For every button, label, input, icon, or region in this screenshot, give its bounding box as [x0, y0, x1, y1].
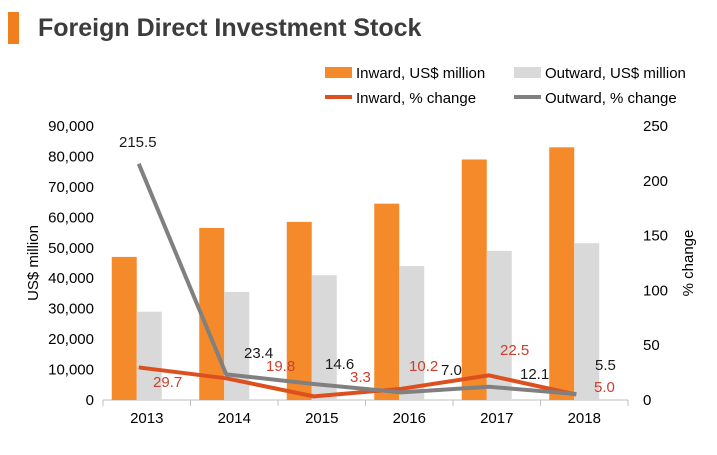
x-tick-label: 2014	[218, 410, 251, 427]
lines	[136, 163, 577, 399]
y-right-tick-label: 50	[643, 337, 660, 354]
outward-change-label: 12.1	[520, 366, 549, 383]
y-left-tick-label: 50,000	[48, 240, 94, 257]
x-tick-label: 2013	[130, 410, 163, 427]
y-right-tick-label: 0	[643, 392, 651, 409]
outward-change-label: 14.6	[325, 356, 354, 373]
y-right-tick-label: 200	[643, 173, 668, 190]
legend: Inward, US$ million Outward, US$ million I…	[325, 65, 686, 107]
x-tick-label: 2017	[480, 410, 513, 427]
y-left-axis-title: US$ million	[25, 225, 42, 301]
bar-outward	[136, 311, 162, 400]
point-labels: 29.7 19.8 3.3 10.2 22.5 5.0 215.5 23.4 14.6 7.0 12…	[119, 134, 616, 396]
y-left-tick-label: 80,000	[48, 148, 94, 165]
y-left-tick-label: 60,000	[48, 209, 94, 226]
inward-change-label: 5.0	[594, 379, 615, 396]
y-left-tick-label: 90,000	[48, 118, 94, 135]
y-left-tick-label: 70,000	[48, 179, 94, 196]
x-tick-label: 2015	[305, 410, 338, 427]
axes: 0 10,000 20,000 30,000 40,000 50,000 60,000 70,…	[25, 118, 697, 427]
y-left-tick-label: 20,000	[48, 331, 94, 348]
outward-change-label: 7.0	[441, 362, 462, 379]
y-left-tick-label: 30,000	[48, 301, 94, 318]
legend-label-outward-line: Outward, % change	[545, 90, 677, 107]
inward-change-label: 22.5	[500, 342, 529, 359]
inward-change-label: 19.8	[266, 358, 295, 375]
inward-change-label: 3.3	[350, 369, 371, 386]
bar-inward	[111, 256, 137, 400]
legend-swatch-outward-bar	[514, 67, 541, 78]
title-accent-bar	[8, 12, 19, 44]
page-title: Foreign Direct Investment Stock	[38, 14, 422, 42]
inward-change-label: 29.7	[153, 374, 182, 391]
line-inward-change	[138, 365, 577, 399]
y-left-tick-label: 10,000	[48, 362, 94, 379]
bar-outward	[399, 266, 425, 400]
y-right-tick-label: 100	[643, 282, 668, 299]
legend-swatch-inward-bar	[325, 67, 352, 78]
outward-change-label: 23.4	[244, 345, 273, 362]
bar-inward	[286, 221, 312, 400]
bar-outward	[311, 275, 337, 400]
inward-change-label: 10.2	[409, 358, 438, 375]
bar-inward	[461, 159, 487, 400]
y-left-tick-label: 0	[86, 392, 94, 409]
y-right-tick-label: 150	[643, 228, 668, 245]
outward-change-label: 215.5	[119, 134, 157, 151]
y-right-tick-label: 250	[643, 118, 668, 135]
legend-label-inward-line: Inward, % change	[356, 90, 476, 107]
x-tick-label: 2018	[568, 410, 601, 427]
x-tick-label: 2016	[393, 410, 426, 427]
y-right-axis-title: % change	[680, 230, 697, 297]
legend-label-outward-bar: Outward, US$ million	[545, 65, 686, 82]
outward-change-label: 5.5	[595, 357, 616, 374]
line-outward-change	[136, 163, 577, 396]
bar-inward	[549, 147, 575, 400]
bar-outward	[574, 243, 600, 400]
bar-inward	[199, 227, 225, 400]
y-left-tick-label: 40,000	[48, 270, 94, 287]
legend-label-inward-bar: Inward, US$ million	[356, 65, 485, 82]
bar-inward	[374, 203, 400, 400]
